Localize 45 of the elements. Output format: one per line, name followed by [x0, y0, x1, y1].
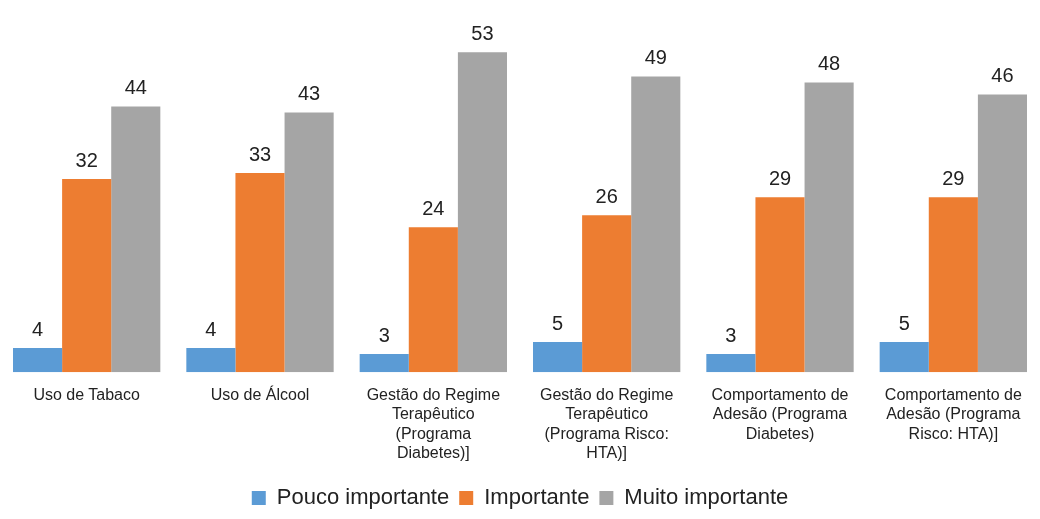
x-tick-label: Uso de Álcool — [210, 385, 310, 404]
data-label: 5 — [551, 311, 564, 334]
x-tick-label: Gestão do Regime Terapêutico (Programa Diabetes)] — [366, 386, 501, 461]
legend-label: Importante — [484, 484, 590, 510]
data-label: 44 — [124, 76, 147, 99]
bar — [359, 354, 409, 373]
bar — [582, 215, 632, 373]
bar — [928, 197, 978, 373]
legend-label: Pouco importante — [276, 484, 450, 510]
data-label: 53 — [471, 21, 494, 44]
bar — [804, 82, 854, 373]
bar — [977, 94, 1027, 373]
bar — [111, 106, 161, 373]
bar — [755, 197, 805, 373]
data-label: 29 — [942, 166, 965, 189]
data-label: 46 — [991, 64, 1014, 87]
bar — [186, 348, 236, 373]
data-label: 33 — [248, 142, 272, 165]
bar — [533, 342, 583, 373]
bar — [62, 179, 112, 373]
bar — [706, 354, 756, 373]
data-label: 4 — [31, 317, 44, 340]
data-label: 26 — [595, 184, 618, 207]
data-label: 29 — [768, 166, 792, 189]
bar — [879, 342, 929, 373]
data-label: 4 — [205, 317, 217, 340]
x-tick-label: Comportamento de Adesão (Programa Diabetes) — [711, 386, 849, 442]
legend-label: Muito importante — [624, 484, 789, 510]
bar — [408, 227, 458, 373]
data-label: 3 — [378, 323, 390, 346]
data-label: 32 — [75, 148, 98, 171]
data-label: 49 — [644, 45, 667, 68]
data-label: 43 — [297, 82, 321, 105]
x-tick-label: Gestão do Regime Terapêutico (Programa Risco: HTA)] — [539, 386, 674, 461]
bar — [631, 76, 681, 373]
data-label: 24 — [422, 196, 445, 219]
x-tick-label: Uso de Tabaco — [33, 386, 140, 404]
x-tick-label: Comportamento de Adesão (Programa Risco: HTA)] — [884, 386, 1022, 442]
data-label: 48 — [817, 51, 841, 74]
bar — [457, 52, 507, 373]
bar — [235, 172, 285, 373]
data-label: 3 — [725, 323, 737, 346]
data-label: 5 — [898, 311, 910, 334]
bar — [13, 348, 63, 373]
bar — [284, 112, 334, 373]
